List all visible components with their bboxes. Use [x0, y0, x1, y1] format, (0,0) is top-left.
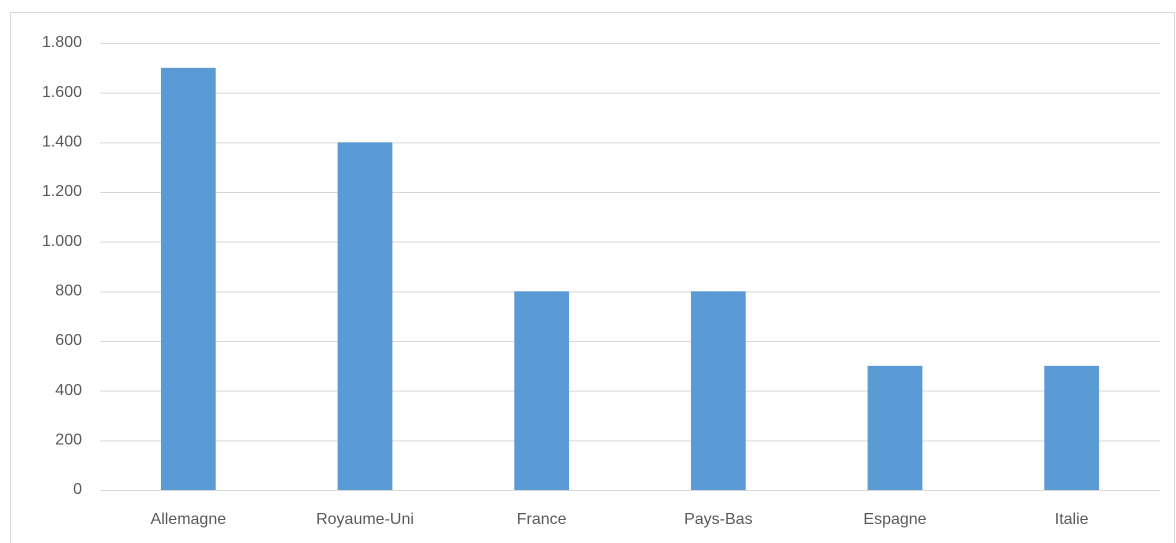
x-tick-label: Pays-Bas: [684, 511, 752, 528]
x-tick-label: France: [517, 511, 567, 528]
y-tick-label: 1.000: [42, 233, 82, 250]
bar: [1044, 365, 1100, 490]
x-tick-label: Espagne: [863, 511, 926, 528]
bar: [160, 67, 216, 490]
y-tick-label: 800: [55, 283, 82, 300]
x-tick-label: Allemagne: [151, 511, 227, 528]
bar: [337, 142, 393, 491]
x-tick-label: Royaume-Uni: [316, 511, 414, 528]
y-tick-label: 1.200: [42, 183, 82, 200]
y-tick-label: 1.400: [42, 134, 82, 151]
y-tick-label: 200: [55, 432, 82, 449]
chart-border: [10, 12, 1175, 543]
bar: [514, 291, 570, 490]
bar: [867, 365, 923, 490]
y-tick-label: 1.800: [42, 34, 82, 51]
bar: [690, 291, 746, 490]
y-tick-label: 1.600: [42, 84, 82, 101]
y-tick-label: 600: [55, 332, 82, 349]
y-tick-label: 0: [73, 481, 82, 498]
y-tick-label: 400: [55, 382, 82, 399]
x-tick-label: Italie: [1055, 511, 1089, 528]
